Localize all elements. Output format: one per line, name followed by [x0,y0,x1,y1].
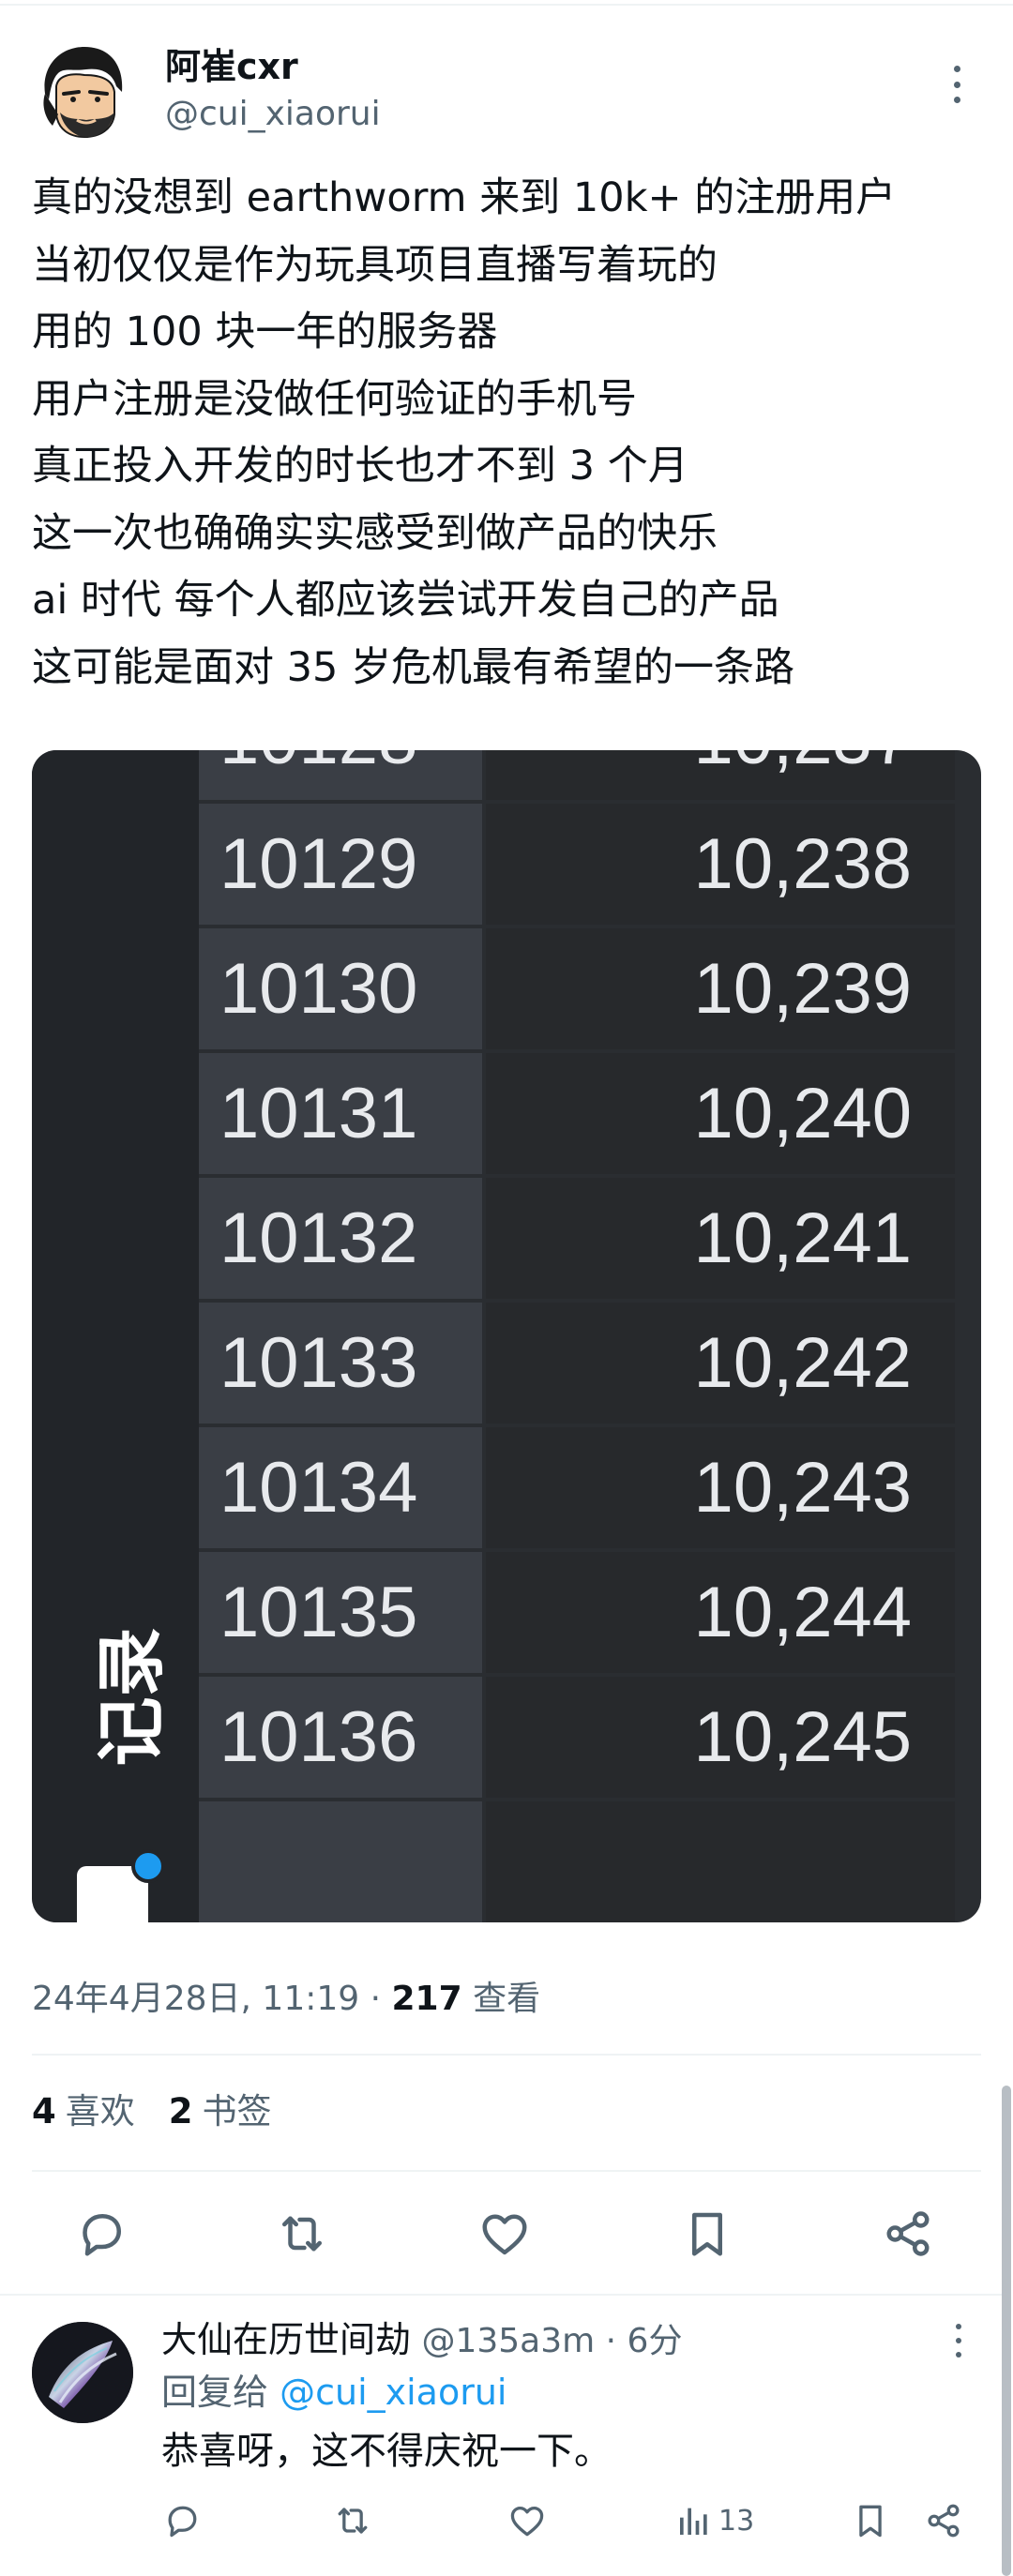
share-button[interactable] [880,2206,936,2262]
table-row: 10133 10,242 [199,1303,955,1427]
author-handle[interactable]: @cui_xiaorui [165,95,381,133]
tweet-line: 这可能是面对 35 岁危机最有希望的一条路 [32,643,795,691]
reply-display-name[interactable]: 大仙在历世间劫 [161,2319,412,2360]
table-cell-count: 10,245 [486,1677,955,1798]
share-icon [886,2211,930,2256]
bookmarks-count: 2 [168,2091,193,2132]
table-cell-count: 10,242 [486,1303,955,1424]
reply-like-button[interactable] [506,2498,548,2543]
table-cell-count: 10,240 [486,1053,955,1174]
reply-to-line: 回复给 @cui_xiaorui [161,2369,506,2416]
heart-icon [510,2506,544,2537]
bookmark-button[interactable] [679,2206,735,2262]
likes-stat[interactable]: 4 喜欢 [32,2091,135,2132]
views-count: 217 [391,1980,462,2018]
table-cell-id: 10131 [199,1053,482,1174]
tweet-line: ai 时代 每个人都应该尝试开发自己的产品 [32,577,779,624]
author-display-name[interactable]: 阿崔cxr [165,46,298,87]
table-row: 10129 10,238 [199,804,955,928]
tweet-timestamp[interactable]: 24年4月28日, 11:19 · [32,1980,392,2018]
bookmark-icon [859,2505,882,2538]
reply-avatar[interactable] [32,2322,133,2423]
reply-more-options-icon[interactable] [951,2324,966,2358]
views-label: 查看 [461,1980,541,2018]
likes-count: 4 [32,2091,56,2132]
author-avatar[interactable] [32,39,133,141]
retweet-icon [338,2508,368,2534]
tweet-text: 真的没想到 earthworm 来到 10k+ 的注册用户 当初仅仅是作为玩具项… [32,165,989,701]
tweet-line: 用的 100 块一年的服务器 [32,309,498,355]
table-row: 10131 10,240 [199,1053,955,1178]
table-row: 10130 10,239 [199,928,955,1053]
retweet-icon [282,2216,322,2252]
views-chart-icon [680,2508,707,2535]
table-row: 10136 10,245 [199,1677,955,1801]
media-side-label: 记录 [91,1627,173,1767]
likes-label: 喜欢 [65,2091,135,2132]
reply-icon [83,2214,121,2256]
tweet-line: 真的没想到 earthworm 来到 10k+ 的注册用户 [32,174,897,221]
top-divider [0,0,1013,6]
table-cell-id: 10128 [199,750,482,800]
reply-retweet-button[interactable] [332,2498,373,2543]
table-cell-id: 10133 [199,1303,482,1424]
reply-views-button[interactable]: 13 [675,2498,754,2543]
media-table: 10128 10,237 10129 10,238 10130 10,239 1… [199,750,955,1922]
divider [0,2294,1002,2296]
table-cell-count: 10,243 [486,1427,955,1548]
tweet-stats: 4 喜欢 2 书签 [32,2089,272,2134]
table-row: 10128 10,237 [199,750,955,804]
table-cell-id [199,1801,482,1922]
bookmark-icon [692,2212,722,2256]
reply-to-prefix: 回复给 [161,2372,280,2413]
tweet-line: 用户注册是没做任何验证的手机号 [32,375,637,423]
table-cell-count: 10,237 [486,750,955,800]
bookmarks-stat[interactable]: 2 书签 [169,2091,272,2132]
table-cell-id: 10134 [199,1427,482,1548]
heart-icon [482,2214,527,2255]
table-row: 10132 10,241 [199,1178,955,1303]
tweet-line: 真正投入开发的时长也才不到 3 个月 [32,443,688,490]
reply-bookmark-button[interactable] [850,2498,891,2543]
table-cell-id: 10136 [199,1677,482,1798]
divider [32,2170,981,2172]
table-cell-id: 10130 [199,928,482,1049]
like-button[interactable] [476,2206,533,2262]
tweet-line: 这一次也确确实实感受到做产品的快乐 [32,509,718,557]
reply-icon [168,2506,197,2538]
reply-views-count: 13 [718,2504,755,2538]
table-cell-id: 10129 [199,804,482,925]
reply-button[interactable] [73,2206,129,2262]
retweet-button[interactable] [274,2206,330,2262]
bookmarks-label: 书签 [202,2091,272,2132]
table-cell-count: 10,239 [486,928,955,1049]
table-row: 10134 10,243 [199,1427,955,1552]
reply-text: 恭喜呀，这不得庆祝一下。 [161,2430,612,2473]
table-cell-count: 10,238 [486,804,955,925]
table-cell-id: 10132 [199,1178,482,1299]
table-cell-id: 10135 [199,1552,482,1673]
reply-handle-time[interactable]: @135a3m · 6分 [411,2322,683,2360]
reply-reply-button[interactable] [161,2498,203,2543]
divider [32,2054,981,2056]
tweet-media-image[interactable]: 10128 10,237 10129 10,238 10130 10,239 1… [32,750,981,1922]
share-icon [928,2504,960,2538]
more-options-icon[interactable] [947,66,966,103]
scrollbar-thumb[interactable] [1002,2086,1011,2576]
table-row [199,1801,955,1922]
reply-header: 大仙在历世间劫 @135a3m · 6分 [161,2316,682,2365]
reply-share-button[interactable] [923,2498,964,2543]
tweet-meta: 24年4月28日, 11:19 · 217 查看 [32,1977,540,2022]
reply-to-mention[interactable]: @cui_xiaorui [280,2372,507,2413]
table-cell-count: 10,241 [486,1178,955,1299]
table-cell-count: 10,244 [486,1552,955,1673]
media-left-strip [32,750,199,1922]
table-row: 10135 10,244 [199,1552,955,1677]
tweet-line: 当初仅仅是作为玩具项目直播写着玩的 [32,241,718,289]
minus-badge-icon [131,1849,165,1883]
table-cell-count [486,1801,955,1922]
